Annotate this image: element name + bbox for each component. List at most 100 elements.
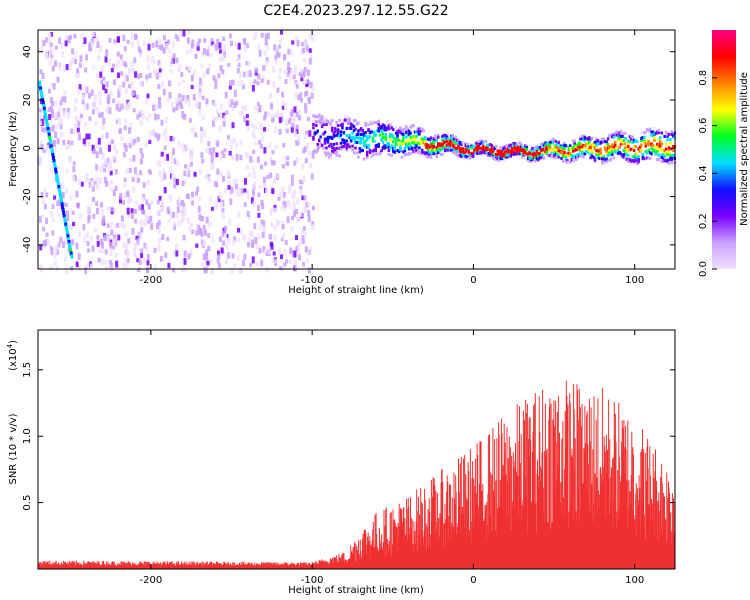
spectrogram-noise-cell bbox=[101, 242, 104, 249]
spectrogram-noise-cell bbox=[171, 156, 175, 164]
spectrogram-signal-cell bbox=[406, 153, 409, 156]
spectrogram-signal-cell bbox=[367, 143, 370, 147]
spectrogram-noise-cell bbox=[286, 155, 290, 161]
spectrogram-signal-cell bbox=[585, 150, 588, 154]
spectrogram-noise-cell bbox=[253, 223, 257, 230]
spectrogram-noise-cell bbox=[118, 119, 122, 126]
spectrogram-noise-cell bbox=[190, 74, 194, 82]
spectrogram-noise-cell bbox=[264, 60, 268, 67]
spectrogram-noise-cell bbox=[228, 219, 232, 226]
spectrogram-signal-cell bbox=[329, 135, 333, 139]
spectrogram-signal-cell bbox=[323, 116, 327, 120]
spectrogram-signal-cell bbox=[467, 151, 470, 155]
spectrogram-noise-cell bbox=[311, 224, 315, 231]
spectrogram-signal-cell bbox=[582, 151, 585, 155]
spectrogram-signal-cell bbox=[318, 119, 321, 123]
spectrogram-streak-cell bbox=[53, 164, 57, 169]
spectrogram-noise-cell bbox=[276, 110, 280, 117]
spectrogram-signal-cell bbox=[608, 148, 611, 152]
spectrogram-signal-cell bbox=[540, 154, 543, 158]
spectrogram-noise-cell bbox=[246, 193, 250, 199]
spectrogram-noise-cell bbox=[177, 82, 181, 87]
spectrogram-signal-cell bbox=[480, 139, 483, 143]
spectrogram-noise-cell bbox=[218, 42, 222, 49]
spectrogram-signal-cell bbox=[367, 136, 370, 140]
spectrogram-signal-cell bbox=[545, 142, 549, 146]
spectrogram-noise-cell bbox=[300, 42, 304, 47]
spectrogram-noise-cell bbox=[107, 163, 110, 168]
spectrogram-signal-cell bbox=[664, 130, 668, 134]
spectrogram-signal-cell bbox=[635, 156, 639, 160]
spectrogram-noise-cell bbox=[203, 48, 206, 55]
spectrogram-noise-cell bbox=[269, 92, 272, 99]
spectrogram-signal-cell bbox=[451, 138, 454, 141]
spectrogram-signal-cell bbox=[522, 149, 526, 153]
spectrogram-signal-cell bbox=[611, 150, 614, 154]
colorbar-tick-label: 0.2 bbox=[698, 213, 709, 229]
spectrogram-noise-cell bbox=[48, 32, 52, 40]
spectrogram-noise-cell bbox=[248, 70, 252, 77]
spectrogram-signal-cell bbox=[392, 128, 395, 131]
spectrogram-noise-cell bbox=[108, 260, 112, 265]
spectrogram-noise-cell bbox=[278, 248, 281, 255]
spectrogram-signal-cell bbox=[589, 143, 592, 147]
spectrogram-noise-cell bbox=[168, 80, 172, 87]
spectrogram-noise-cell bbox=[290, 127, 294, 133]
spectrogram-signal-cell bbox=[572, 159, 575, 163]
spectrogram-signal-cell bbox=[499, 146, 502, 150]
spectrogram-noise-cell bbox=[177, 140, 181, 148]
spectrogram-noise-cell bbox=[257, 212, 261, 218]
spectrogram-signal-cell bbox=[661, 156, 665, 160]
spectrogram-noise-cell bbox=[39, 140, 43, 146]
spectrogram-signal-cell bbox=[660, 142, 663, 146]
spectrogram-noise-cell bbox=[139, 148, 143, 154]
spectrogram-noise-cell bbox=[45, 37, 49, 43]
spectrogram-noise-cell bbox=[70, 140, 74, 146]
spectrogram-signal-cell bbox=[399, 145, 402, 149]
spectrogram-signal-cell bbox=[663, 134, 666, 138]
spectrogram-noise-cell bbox=[82, 94, 86, 101]
spectrogram-noise-cell bbox=[155, 103, 159, 111]
spectrogram-noise-cell bbox=[200, 230, 204, 238]
spectrogram-streak-cell bbox=[43, 112, 47, 117]
colorbar-tick-label: 0.0 bbox=[698, 261, 709, 277]
spectrogram-signal-cell bbox=[521, 152, 524, 156]
spectrogram-noise-cell bbox=[281, 265, 285, 272]
spectrogram-signal-cell bbox=[579, 145, 582, 149]
spectrogram-signal-cell bbox=[374, 133, 378, 137]
spectrogram-signal-cell bbox=[587, 146, 591, 150]
spectrogram-noise-cell bbox=[220, 202, 223, 208]
spectrogram-noise-cell bbox=[139, 49, 142, 55]
spectrogram-noise-cell bbox=[40, 192, 44, 199]
spectrogram-noise-cell bbox=[107, 144, 111, 152]
spectrogram-noise-cell bbox=[146, 267, 150, 273]
spectrogram-noise-cell bbox=[85, 133, 89, 140]
spectrogram-signal-cell bbox=[460, 150, 463, 154]
spectrogram-signal-cell bbox=[619, 129, 623, 133]
spectrogram-signal-cell bbox=[484, 139, 488, 143]
spectrogram-signal-cell bbox=[464, 147, 467, 151]
spectrogram-noise-cell bbox=[51, 65, 55, 72]
spectrogram-noise-cell bbox=[310, 173, 314, 180]
colorbar-ticks: 0.00.20.40.60.8 bbox=[698, 70, 717, 277]
spectrogram-noise-cell bbox=[235, 183, 238, 189]
spectrogram-noise-cell bbox=[207, 44, 211, 51]
spectrogram-noise-cell bbox=[261, 203, 265, 210]
spectrogram-signal-cell bbox=[660, 160, 663, 164]
spectrogram-streak-cell bbox=[65, 228, 69, 233]
spectrogram-signal-cell bbox=[654, 152, 658, 155]
spectrogram-signal-cell bbox=[622, 153, 626, 156]
spectrogram-noise-cell bbox=[187, 66, 191, 72]
spectrogram-noise-cell bbox=[127, 211, 131, 219]
spectrogram-noise-cell bbox=[140, 204, 144, 211]
spectrogram-noise-cell bbox=[49, 167, 53, 173]
spectrogram-noise-cell bbox=[222, 44, 226, 52]
spectrogram-signal-cell bbox=[384, 133, 388, 136]
spectrogram-noise-cell bbox=[160, 177, 164, 182]
spectrogram-signal-cell bbox=[406, 127, 409, 131]
spectrogram-noise-cell bbox=[123, 193, 127, 200]
spectrogram-noise-cell bbox=[50, 210, 54, 218]
spectrogram-noise-cell bbox=[305, 82, 309, 88]
spectrogram-noise-cell bbox=[302, 226, 306, 231]
